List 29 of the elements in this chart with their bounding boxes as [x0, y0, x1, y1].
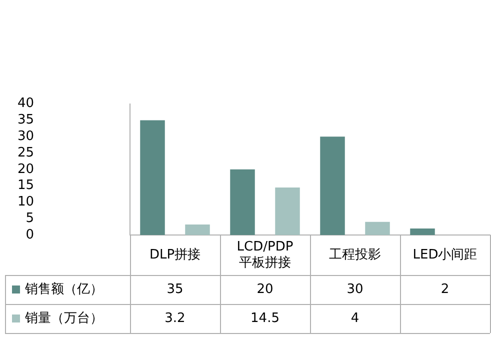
y-tick-label: 25	[17, 145, 34, 160]
y-tick-label: 0	[26, 227, 34, 242]
x-tick-label: LCD/PDP 平板拼接	[236, 239, 294, 270]
y-tick-label: 15	[17, 178, 34, 194]
legend-label: 销量（万台）	[24, 310, 103, 326]
y-tick-label: 10	[17, 194, 34, 210]
y-tick-label: 40	[17, 96, 34, 112]
x-tick-label: LED小间距	[412, 247, 478, 262]
y-tick-label: 20	[17, 162, 34, 177]
bar	[230, 169, 255, 235]
bar	[185, 224, 210, 235]
bar	[365, 222, 390, 235]
bar	[320, 136, 345, 235]
bar	[275, 187, 300, 235]
data-label: 14.5	[250, 310, 280, 326]
data-label: 20	[256, 282, 274, 297]
y-tick-label: 5	[26, 210, 34, 226]
y-tick-label: 35	[17, 112, 34, 128]
bar	[140, 120, 165, 235]
data-label: 2	[440, 282, 450, 297]
data-label: 30	[346, 282, 364, 297]
x-tick-label: DLP拼接	[149, 247, 201, 262]
y-tick-label: 30	[17, 128, 34, 144]
legend-label: 销售额（亿）	[24, 282, 103, 297]
data-label: 3.2	[164, 310, 186, 326]
x-tick-label: 工程投影	[329, 247, 381, 262]
data-label: 4	[350, 310, 360, 326]
bar	[410, 228, 435, 235]
data-label: 35	[166, 282, 184, 297]
